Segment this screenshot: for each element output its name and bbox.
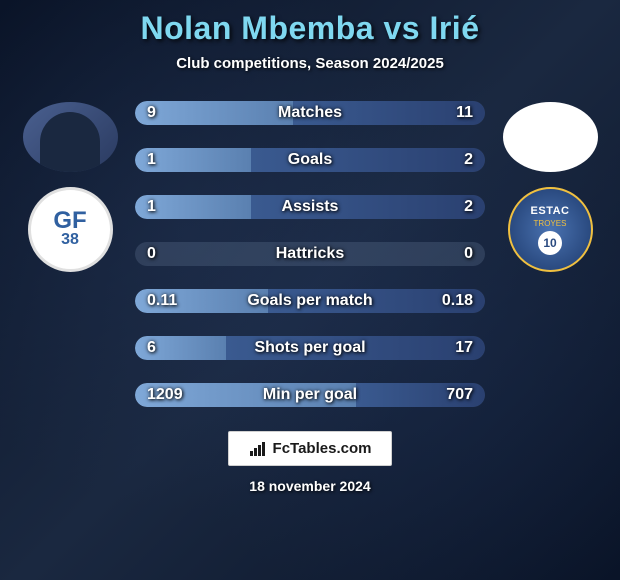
- stat-row: 1 2 Goals: [135, 144, 485, 176]
- stat-row: 9 11 Matches: [135, 97, 485, 129]
- club2-logo-sub: TROYES: [534, 219, 567, 228]
- stat-fill-player1: [135, 101, 293, 125]
- chart-icon: [249, 442, 267, 456]
- stat-value-player2: 707: [446, 386, 473, 404]
- comparison-subtitle: Club competitions, Season 2024/2025: [176, 55, 444, 72]
- club2-logo-text: ESTAC: [531, 205, 570, 217]
- player2-photo: [503, 102, 598, 172]
- player1-column: GF 38: [15, 97, 125, 272]
- stat-value-player1: 0.11: [147, 292, 177, 310]
- player-silhouette-icon: [40, 112, 100, 172]
- stat-value-player2: 17: [455, 339, 473, 357]
- infographic-container: Nolan Mbemba vs Irié Club competitions, …: [0, 0, 620, 580]
- footer-brand-text: FcTables.com: [273, 440, 372, 457]
- player2-club-logo: ESTAC TROYES 10: [508, 187, 593, 272]
- stat-label: Assists: [282, 198, 339, 216]
- stat-label: Hattricks: [276, 245, 344, 263]
- stat-row: 1209 707 Min per goal: [135, 379, 485, 411]
- stat-row: 0 0 Hattricks: [135, 238, 485, 270]
- stat-fill-player2: [251, 148, 486, 172]
- stat-value-player2: 2: [464, 198, 473, 216]
- stat-value-player2: 0.18: [442, 292, 473, 310]
- stat-value-player1: 6: [147, 339, 156, 357]
- stat-row: 1 2 Assists: [135, 191, 485, 223]
- player1-club-logo: GF 38: [28, 187, 113, 272]
- stat-value-player1: 1209: [147, 386, 183, 404]
- stat-row: 0.11 0.18 Goals per match: [135, 285, 485, 317]
- club2-logo-num: 10: [538, 231, 562, 255]
- stat-row: 6 17 Shots per goal: [135, 332, 485, 364]
- club1-logo-text: GF: [53, 210, 86, 232]
- stats-column: 9 11 Matches 1 2 Goals 1 2 Assists 0 0 Hattricks 0.1…: [135, 97, 485, 411]
- comparison-title: Nolan Mbemba vs Irié: [141, 10, 480, 47]
- stat-label: Matches: [278, 104, 342, 122]
- footer-brand-badge: FcTables.com: [228, 431, 393, 466]
- stat-label: Shots per goal: [254, 339, 365, 357]
- stat-value-player1: 1: [147, 151, 156, 169]
- stat-value-player2: 0: [464, 245, 473, 263]
- main-content: GF 38 9 11 Matches 1 2 Goals 1 2 Assists 0 0 Hattri…: [0, 97, 620, 411]
- player1-photo: [23, 102, 118, 172]
- stat-label: Min per goal: [263, 386, 357, 404]
- infographic-date: 18 november 2024: [249, 478, 370, 494]
- stat-value-player2: 11: [456, 104, 473, 122]
- player2-column: ESTAC TROYES 10: [495, 97, 605, 272]
- stat-value-player1: 9: [147, 104, 156, 122]
- stat-value-player1: 0: [147, 245, 156, 263]
- stat-label: Goals: [288, 151, 332, 169]
- club1-logo-sub: 38: [61, 231, 79, 249]
- stat-label: Goals per match: [247, 292, 372, 310]
- stat-value-player2: 2: [464, 151, 473, 169]
- stat-value-player1: 1: [147, 198, 156, 216]
